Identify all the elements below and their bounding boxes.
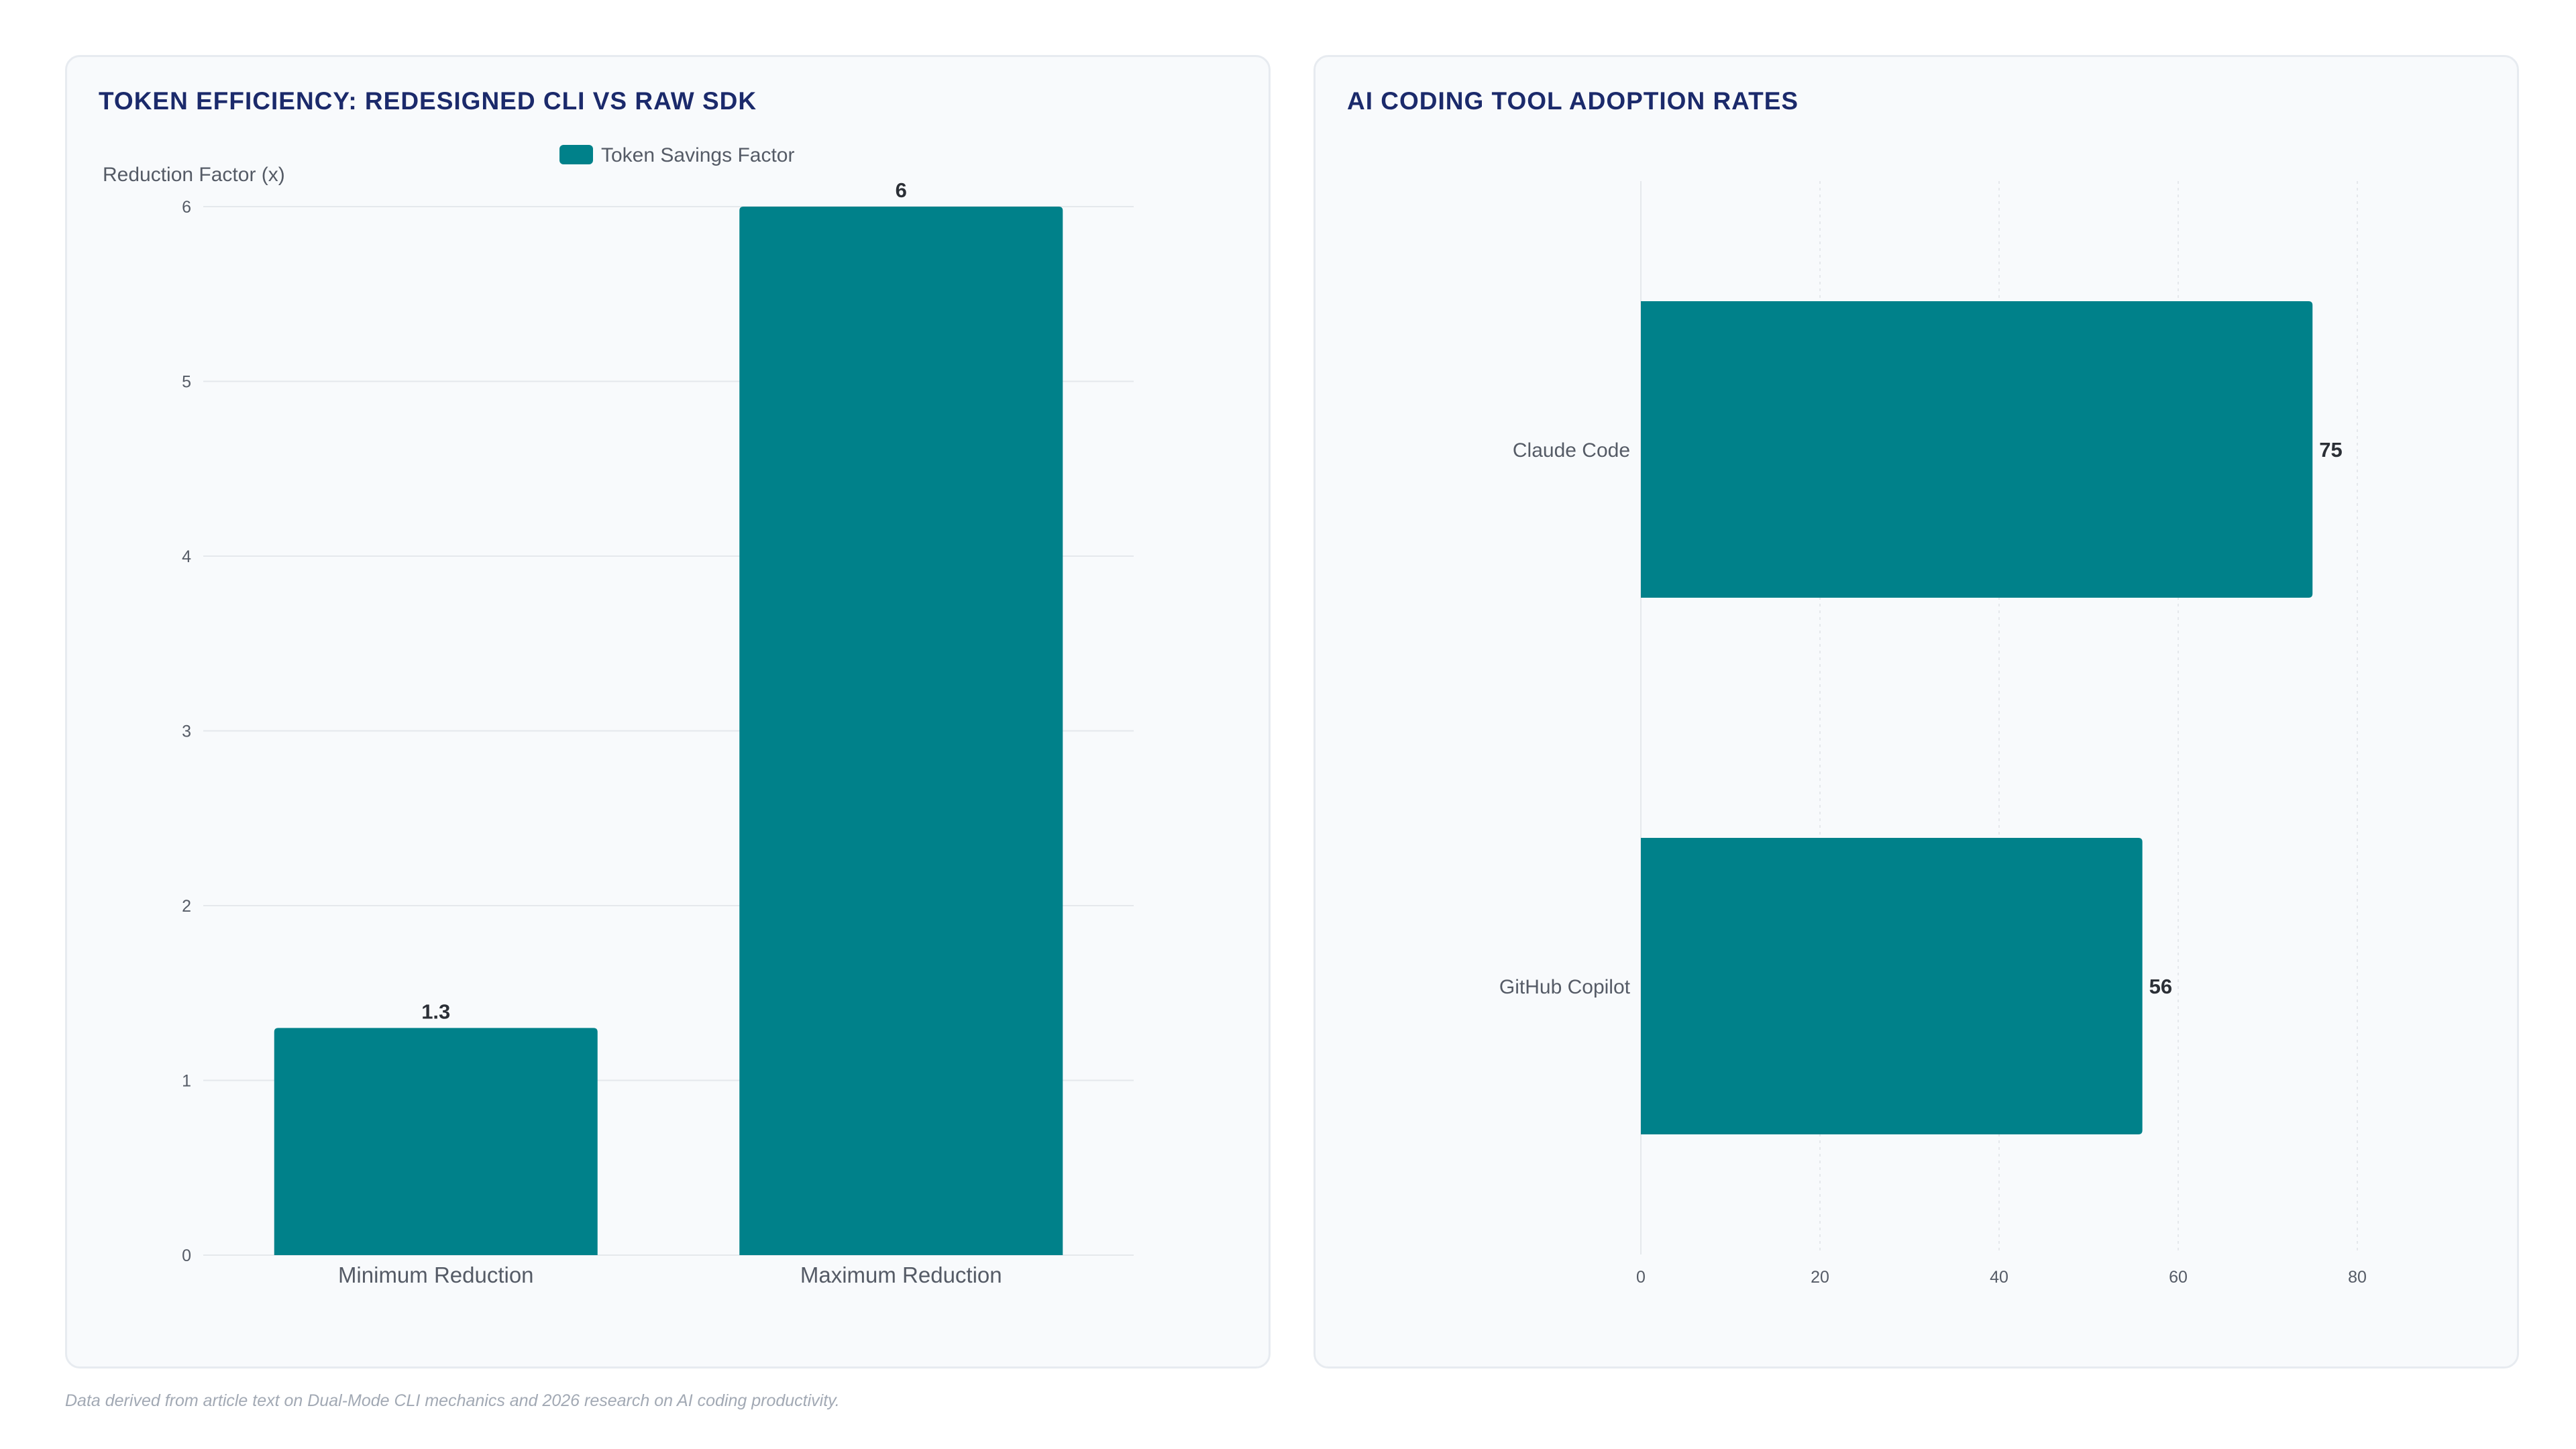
bar-value-label: 56 <box>2149 975 2172 998</box>
x-tick-label: 60 <box>2169 1268 2188 1287</box>
bar <box>274 1028 598 1255</box>
adoption-rates-bar-chart: 0 20 40 60 80 75 Claude Code 56 GitHub Copilot <box>1499 181 2367 1287</box>
legend-swatch <box>559 145 593 164</box>
token-efficiency-chart-card: TOKEN EFFICIENCY: REDESIGNED CLI VS RAW … <box>65 55 1271 1368</box>
y-axis-label: Reduction Factor (x) <box>103 164 285 186</box>
y-tick-label: 5 <box>182 373 191 392</box>
x-tick-label: Minimum Reduction <box>338 1263 534 1287</box>
y-tick-label: 3 <box>182 722 191 741</box>
x-tick-label: 20 <box>1811 1268 1829 1287</box>
source-footnote: Data derived from article text on Dual-M… <box>65 1391 840 1410</box>
y-tick-label: 4 <box>182 547 191 566</box>
bar <box>1641 838 2143 1134</box>
bar <box>739 207 1063 1255</box>
y-tick-label: 1 <box>182 1072 191 1091</box>
x-tick-label: Maximum Reduction <box>800 1263 1002 1287</box>
y-tick-label: 2 <box>182 897 191 916</box>
adoption-rates-chart-card: AI CODING TOOL ADOPTION RATES 0 20 40 60 80 7… <box>1313 55 2519 1368</box>
bar <box>1641 301 2313 598</box>
bar-value-label: 75 <box>2319 438 2342 462</box>
chart-title: AI CODING TOOL ADOPTION RATES <box>1347 87 1799 115</box>
y-tick-label: Claude Code <box>1513 439 1630 462</box>
x-tick-label: 0 <box>1636 1268 1646 1287</box>
chart-title: TOKEN EFFICIENCY: REDESIGNED CLI VS RAW … <box>99 87 757 115</box>
y-tick-label: 0 <box>182 1246 191 1265</box>
bar-value-label: 1.3 <box>421 1000 450 1023</box>
x-tick-label: 40 <box>1990 1268 2008 1287</box>
legend-label: Token Savings Factor <box>601 144 794 166</box>
bar-value-label: 6 <box>896 178 907 202</box>
y-tick-label: GitHub Copilot <box>1499 976 1631 998</box>
x-tick-label: 80 <box>2348 1268 2367 1287</box>
token-efficiency-bar-chart: 0 1 2 3 4 5 6 Reduction Factor (x) Token Savings… <box>103 144 1134 1287</box>
y-tick-label: 6 <box>182 198 191 217</box>
